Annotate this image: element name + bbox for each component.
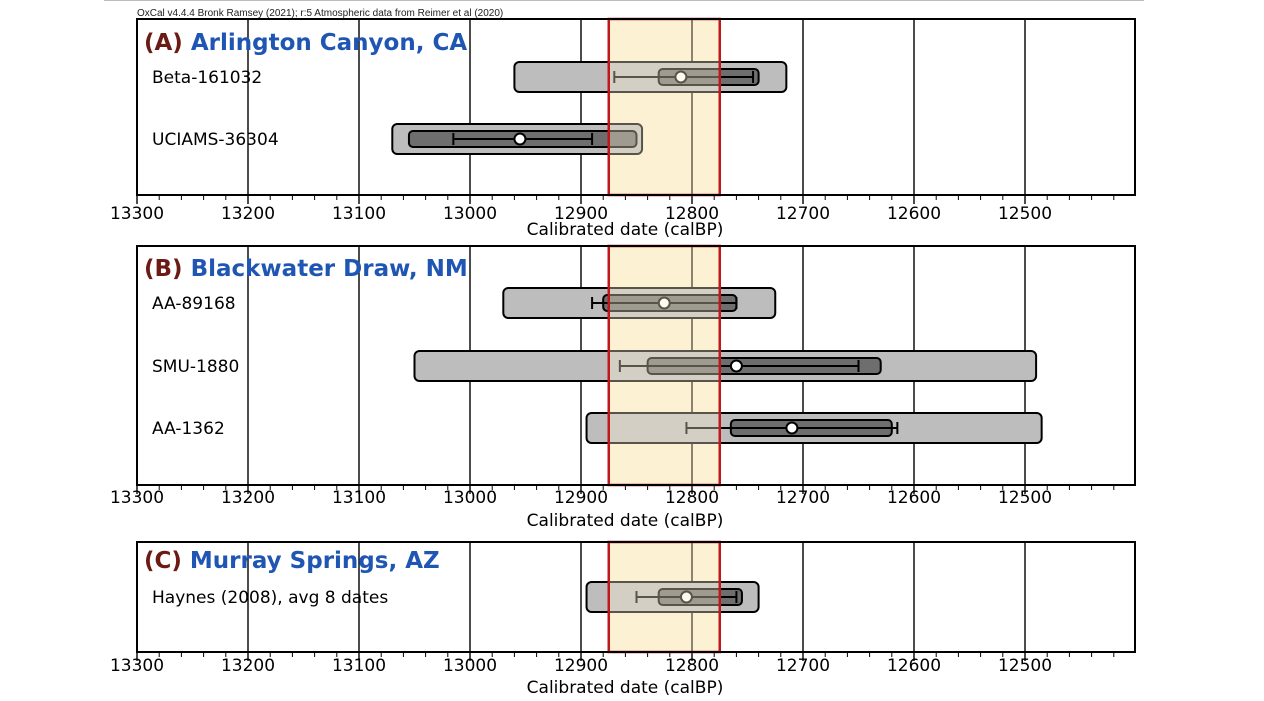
x-tick-label: 13300 [110, 656, 164, 676]
x-tick-label: 13000 [443, 488, 497, 508]
panel-name: Murray Springs, AZ [190, 548, 440, 574]
top-divider-line [104, 0, 1144, 1]
x-tick-label: 12600 [887, 656, 941, 676]
x-axis-label: Calibrated date (calBP) [527, 511, 724, 531]
x-tick-label: 12700 [776, 488, 830, 508]
x-tick-label: 13300 [110, 204, 164, 224]
x-tick-label: 12800 [665, 204, 719, 224]
chart-panel-a: 13300 13200 13100 13000 12900 12800 12700 12600… [110, 17, 1136, 240]
plot-frame [136, 245, 1136, 486]
panel-letter: (B) [144, 256, 183, 282]
panel-name: Arlington Canyon, CA [191, 30, 467, 56]
sample-label: AA-89168 [152, 294, 236, 314]
x-tick-label: 13000 [443, 656, 497, 676]
panel-title: (A) Arlington Canyon, CA [144, 30, 467, 56]
x-tick-label: 12500 [998, 204, 1052, 224]
x-tick-label: 13100 [332, 204, 386, 224]
x-tick-label: 12800 [665, 488, 719, 508]
x-tick-label: 13200 [221, 488, 275, 508]
panel-letter: (A) [144, 30, 183, 56]
mean-point [729, 359, 743, 373]
mean-point [679, 590, 693, 604]
x-tick-label: 12800 [665, 656, 719, 676]
x-tick-label: 13300 [110, 488, 164, 508]
x-tick-label: 12600 [887, 204, 941, 224]
sample-label: Haynes (2008), avg 8 dates [152, 588, 388, 608]
x-tick-label: 13100 [332, 488, 386, 508]
mean-point [785, 421, 799, 435]
panel-letter: (C) [144, 548, 182, 574]
x-tick-label: 12500 [998, 656, 1052, 676]
x-tick-label: 13200 [221, 204, 275, 224]
oxcal-credit-text: OxCal v4.4.4 Bronk Ramsey (2021); r:5 At… [137, 8, 504, 19]
sample-label: AA-1362 [152, 419, 225, 439]
x-tick-label: 12500 [998, 488, 1052, 508]
highlight-tint [608, 542, 720, 652]
x-tick-label: 12700 [776, 656, 830, 676]
highlight-tint [608, 19, 720, 195]
mean-point [674, 70, 688, 84]
x-axis-label: Calibrated date (calBP) [527, 678, 724, 698]
x-tick-label: 12900 [554, 204, 608, 224]
sample-label: Beta-161032 [152, 68, 262, 88]
x-tick-label: 13100 [332, 656, 386, 676]
mean-point [657, 296, 671, 310]
x-tick-label: 12900 [554, 656, 608, 676]
x-tick-label: 12700 [776, 204, 830, 224]
sample-label: UCIAMS-36304 [152, 130, 279, 150]
panel-name: Blackwater Draw, NM [191, 256, 468, 282]
plot-frame [136, 541, 1136, 653]
mean-point [513, 132, 527, 146]
highlight-band [608, 19, 720, 195]
x-tick-label: 12900 [554, 488, 608, 508]
panel-title: (C) Murray Springs, AZ [144, 548, 440, 574]
highlight-tint [608, 246, 720, 485]
x-axis-label: Calibrated date (calBP) [527, 220, 724, 240]
chart-panel-b: 13300 13200 13100 13000 12900 12800 12700 12600… [110, 244, 1136, 531]
plot-frame [136, 18, 1136, 196]
chart-panel-c: 13300 13200 13100 13000 12900 12800 12700 12600… [110, 540, 1136, 698]
sample-label: SMU-1880 [152, 357, 239, 377]
x-tick-label: 12600 [887, 488, 941, 508]
panel-title: (B) Blackwater Draw, NM [144, 256, 468, 282]
x-tick-label: 13000 [443, 204, 497, 224]
x-tick-label: 13200 [221, 656, 275, 676]
